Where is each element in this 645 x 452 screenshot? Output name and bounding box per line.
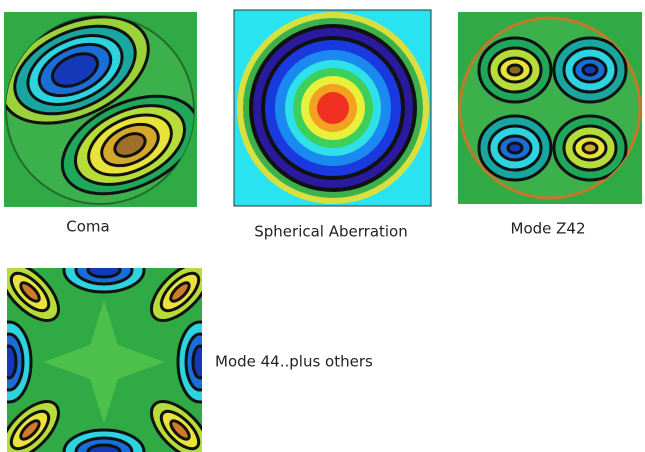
- caption: Mode 44..plus others: [215, 353, 373, 371]
- caption: Spherical Aberration: [254, 223, 408, 241]
- mode-44-image: [0, 248, 222, 452]
- coma-image: [0, 0, 213, 213]
- page: Coma Spherical Aberration: [0, 0, 645, 452]
- figure: Coma Spherical Aberration: [0, 0, 645, 452]
- caption: Mode Z42: [511, 220, 586, 238]
- mode-z42-image: [458, 12, 642, 204]
- spherical-aberration-image: [234, 10, 431, 206]
- caption: Coma: [66, 218, 109, 236]
